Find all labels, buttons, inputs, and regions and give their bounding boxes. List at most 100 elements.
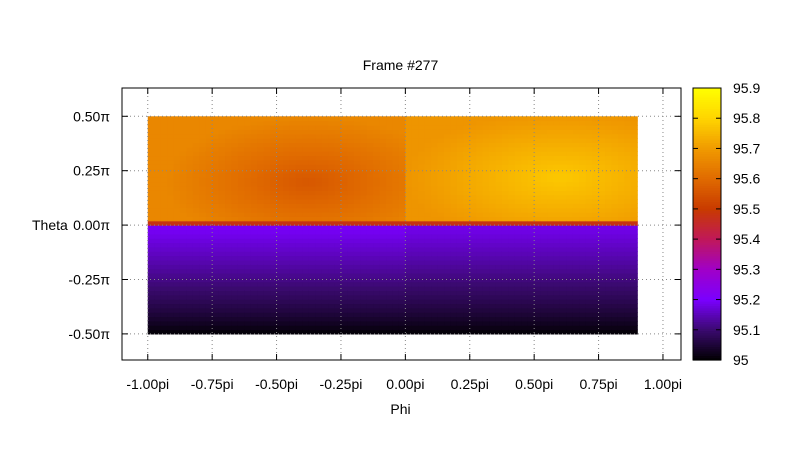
heat-cell bbox=[456, 181, 464, 187]
heat-cell bbox=[585, 220, 593, 226]
heat-cell bbox=[592, 294, 600, 300]
heat-cell bbox=[605, 242, 613, 248]
heat-cell bbox=[463, 138, 471, 143]
heat-cell bbox=[521, 229, 529, 235]
heat-cell bbox=[605, 120, 613, 126]
heat-cell bbox=[173, 225, 181, 231]
heat-cell bbox=[334, 194, 342, 200]
heat-cell bbox=[566, 181, 574, 187]
heat-cell bbox=[334, 290, 342, 296]
heat-cell bbox=[308, 216, 316, 222]
heat-cell bbox=[315, 124, 323, 130]
heat-cell bbox=[353, 329, 361, 335]
heat-cell bbox=[559, 177, 567, 183]
heat-cell bbox=[624, 212, 632, 217]
heat-cell bbox=[328, 164, 336, 170]
heat-cell bbox=[630, 129, 638, 135]
heat-cell bbox=[270, 185, 278, 191]
heat-cell bbox=[315, 307, 323, 313]
heat-cell bbox=[456, 216, 464, 222]
heat-cell bbox=[212, 185, 220, 191]
heat-cell bbox=[418, 307, 426, 313]
heat-cell bbox=[199, 242, 207, 248]
heat-cell bbox=[495, 185, 503, 191]
heat-cell bbox=[257, 198, 265, 204]
heat-cell bbox=[398, 120, 406, 126]
heat-cell bbox=[186, 194, 194, 200]
heat-cell bbox=[270, 164, 278, 170]
heat-cell bbox=[501, 181, 510, 187]
heat-cell bbox=[605, 246, 613, 252]
heat-cell bbox=[605, 286, 613, 291]
heat-cell bbox=[392, 190, 400, 196]
heat-cell bbox=[295, 264, 303, 270]
heat-cell bbox=[154, 203, 162, 209]
heat-cell bbox=[250, 272, 258, 278]
heat-cell bbox=[476, 272, 484, 278]
heat-cell bbox=[321, 281, 329, 287]
heat-cell bbox=[598, 216, 606, 222]
heat-cell bbox=[244, 155, 252, 161]
heat-cell bbox=[611, 216, 619, 222]
heat-cell bbox=[482, 294, 490, 300]
heat-cell bbox=[167, 116, 175, 122]
heat-cell bbox=[179, 281, 188, 287]
heat-cell bbox=[353, 246, 361, 252]
heat-cell bbox=[444, 259, 452, 265]
heat-cell bbox=[205, 216, 213, 222]
heat-cell bbox=[424, 233, 432, 239]
heat-cell bbox=[463, 233, 471, 239]
heat-cell bbox=[263, 272, 271, 278]
heat-cell bbox=[463, 225, 471, 231]
heat-cell bbox=[559, 129, 567, 135]
heat-cell bbox=[237, 220, 245, 226]
heat-cell bbox=[495, 168, 503, 174]
heat-cell bbox=[147, 159, 155, 165]
heat-cell bbox=[444, 303, 452, 309]
heat-cell bbox=[315, 207, 323, 213]
heat-cell bbox=[392, 120, 400, 126]
heat-cell bbox=[308, 238, 316, 244]
heat-cell bbox=[360, 294, 368, 300]
heat-cell bbox=[411, 299, 419, 305]
heat-cell bbox=[398, 216, 406, 222]
heat-cell bbox=[514, 120, 522, 126]
heat-cell bbox=[482, 151, 490, 157]
heat-cell bbox=[154, 225, 162, 231]
colorbar-swatch bbox=[693, 103, 721, 107]
heat-cell bbox=[199, 268, 207, 274]
heat-cell bbox=[553, 325, 561, 331]
heat-cell bbox=[192, 129, 200, 135]
heat-cell bbox=[508, 325, 516, 331]
heat-cell bbox=[379, 133, 387, 139]
heat-cell bbox=[611, 120, 619, 126]
heat-cell bbox=[154, 246, 162, 252]
heat-cell bbox=[295, 190, 303, 196]
heat-cell bbox=[585, 138, 593, 143]
heat-cell bbox=[598, 164, 606, 170]
heat-cell bbox=[585, 133, 593, 139]
heat-cell bbox=[605, 220, 613, 226]
heat-cell bbox=[469, 159, 477, 165]
heat-cell bbox=[225, 207, 233, 213]
heat-cell bbox=[250, 264, 258, 270]
heat-cell bbox=[444, 133, 452, 139]
heat-cell bbox=[289, 212, 297, 217]
heat-cell bbox=[386, 138, 394, 143]
heat-cell bbox=[527, 116, 535, 122]
heat-cell bbox=[463, 329, 471, 335]
heat-cell bbox=[340, 203, 349, 209]
heat-cell bbox=[398, 116, 406, 122]
heat-cell bbox=[489, 220, 497, 226]
heat-cell bbox=[192, 268, 200, 274]
heat-cell bbox=[212, 198, 220, 204]
heat-cell bbox=[295, 116, 303, 122]
heat-cell bbox=[386, 133, 394, 139]
heat-cell bbox=[566, 151, 574, 157]
heat-cell bbox=[295, 198, 303, 204]
heat-cell bbox=[624, 155, 632, 161]
heat-cell bbox=[527, 172, 535, 178]
heat-cell bbox=[353, 177, 361, 183]
heat-cell bbox=[469, 242, 477, 248]
heat-cell bbox=[347, 242, 355, 248]
